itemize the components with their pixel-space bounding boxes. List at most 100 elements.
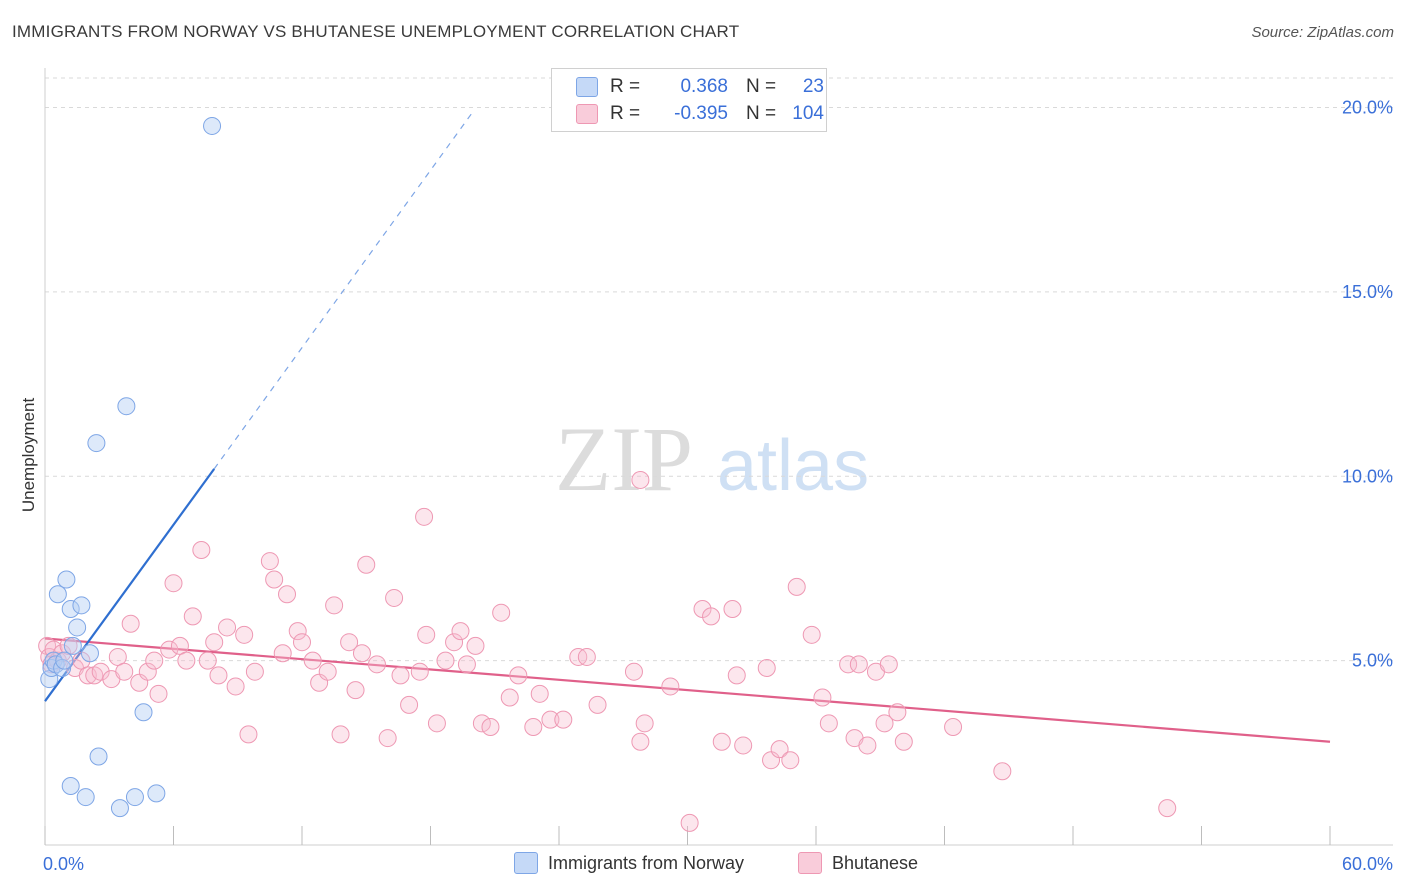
bhutanese-point <box>702 607 721 626</box>
bhutanese-point <box>466 636 485 655</box>
bhutanese-point <box>635 714 654 733</box>
norway-point <box>147 784 166 803</box>
bhutanese-point <box>209 666 228 685</box>
norway-legend-label: Immigrants from Norway <box>548 852 745 873</box>
bhutanese-legend-label: Bhutanese <box>832 852 919 873</box>
legend-item-bhutanese[interactable]: Bhutanese <box>798 852 918 874</box>
bhutanese-point <box>410 662 429 681</box>
watermark-zip: ZIP <box>555 408 693 510</box>
bhutanese-point <box>770 740 789 759</box>
bhutanese-point <box>787 577 806 596</box>
legend-row-bhutanese: R = -0.395 N = 104 <box>576 102 824 126</box>
bhutanese-point <box>500 688 519 707</box>
y-tick-label: 20.0% <box>1342 98 1393 118</box>
bhutanese-point <box>879 655 898 674</box>
bhutanese-point <box>481 718 500 736</box>
bhutanese-point <box>352 644 371 663</box>
bhutanese-point <box>340 633 359 652</box>
bhutanese-point <box>734 736 753 755</box>
bhutanese-trend-line <box>44 637 1331 743</box>
bhutanese-point <box>198 651 217 670</box>
bhutanese-point <box>378 729 397 748</box>
bhutanese-point <box>145 651 164 670</box>
data-points <box>38 116 1177 832</box>
n-label: N = <box>746 103 777 124</box>
bhutanese-point <box>712 732 731 751</box>
norway-point <box>68 618 87 637</box>
bhutanese-point <box>577 647 596 666</box>
bhutanese-point <box>417 625 436 644</box>
bhutanese-point <box>183 607 202 626</box>
bhutanese-point <box>554 710 573 729</box>
bhutanese-point <box>59 636 78 655</box>
y-tick-label: 10.0% <box>1342 466 1393 486</box>
norway-point <box>61 777 80 795</box>
bhutanese-point <box>293 633 311 652</box>
bhutanese-point <box>331 725 350 744</box>
bhutanese-point <box>757 659 776 677</box>
bhutanese-point <box>164 574 183 593</box>
bhutanese-point <box>427 714 446 733</box>
r-label: R = <box>610 76 641 97</box>
bhutanese-point <box>839 655 858 674</box>
bhutanese-point <box>888 703 907 722</box>
bhutanese-legend-swatch <box>798 852 822 874</box>
bhutanese-point <box>993 762 1012 781</box>
r-label: R = <box>610 103 641 124</box>
bhutanese-point <box>894 732 913 751</box>
norway-point <box>89 747 108 766</box>
bhutanese-point <box>509 666 528 685</box>
bhutanese-point <box>346 681 365 700</box>
norway-point <box>117 397 136 416</box>
norway-swatch <box>576 77 598 97</box>
bhutanese-point <box>661 677 680 696</box>
n-value: 104 <box>792 103 824 124</box>
x-tick-label: 0.0% <box>43 854 84 874</box>
r-value: -0.395 <box>674 103 728 124</box>
bhutanese-point <box>357 555 376 574</box>
legend-row-norway: R = 0.368 N = 23 <box>576 75 824 99</box>
bhutanese-point <box>451 622 470 641</box>
norway-point <box>63 636 82 655</box>
bhutanese-point <box>624 662 643 681</box>
bhutanese-point <box>849 655 868 674</box>
bhutanese-point <box>260 552 279 571</box>
norway-point <box>134 703 153 722</box>
bhutanese-point <box>91 662 110 681</box>
bhutanese-point <box>445 633 464 652</box>
bhutanese-point <box>492 603 511 622</box>
norway-point <box>110 799 129 818</box>
norway-point <box>48 585 67 604</box>
bhutanese-point <box>727 666 746 685</box>
y-axis-label: Unemployment <box>19 398 38 513</box>
bhutanese-point <box>288 622 307 641</box>
norway-point <box>53 659 72 677</box>
y-tick-label: 15.0% <box>1342 282 1393 302</box>
bhutanese-point <box>138 662 157 681</box>
bhutanese-point <box>457 655 476 674</box>
chart-title: IMMIGRANTS FROM NORWAY VS BHUTANESE UNEM… <box>12 22 740 41</box>
norway-point <box>125 788 144 807</box>
source-label: Source: ZipAtlas.com <box>1251 24 1394 41</box>
bhutanese-swatch <box>576 104 598 124</box>
bhutanese-point <box>472 714 491 733</box>
bhutanese-point <box>1158 799 1177 818</box>
y-tick-label: 5.0% <box>1352 651 1393 671</box>
bhutanese-point <box>218 618 237 637</box>
tick-labels: 5.0% 10.0% 15.0% 20.0% 0.0% 60.0% <box>43 98 1393 875</box>
bhutanese-point <box>177 651 196 670</box>
norway-point <box>203 116 222 135</box>
norway-point <box>87 434 106 453</box>
legend-item-norway[interactable]: Immigrants from Norway <box>514 852 744 874</box>
bhutanese-point <box>541 710 560 729</box>
norway-point <box>55 651 74 670</box>
bhutanese-point <box>436 651 455 670</box>
bhutanese-point <box>530 684 549 703</box>
bhutanese-point <box>524 718 543 736</box>
stats-legend: R = 0.368 N = 23 R = -0.395 N = 104 <box>551 68 827 132</box>
bhutanese-point <box>303 651 322 670</box>
bhutanese-point <box>273 644 292 663</box>
grid-lines <box>45 77 1393 662</box>
bhutanese-point <box>631 470 650 489</box>
